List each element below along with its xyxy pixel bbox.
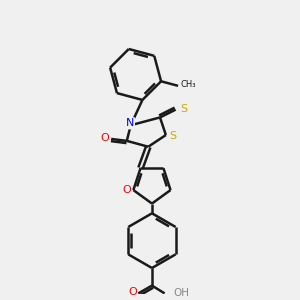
Text: S: S bbox=[169, 131, 176, 141]
Text: N: N bbox=[125, 118, 134, 128]
Text: O: O bbox=[100, 133, 109, 143]
Text: O: O bbox=[128, 287, 137, 297]
Text: O: O bbox=[122, 185, 131, 195]
Text: OH: OH bbox=[173, 288, 189, 298]
Text: S: S bbox=[180, 103, 187, 114]
Text: CH₃: CH₃ bbox=[181, 80, 197, 89]
